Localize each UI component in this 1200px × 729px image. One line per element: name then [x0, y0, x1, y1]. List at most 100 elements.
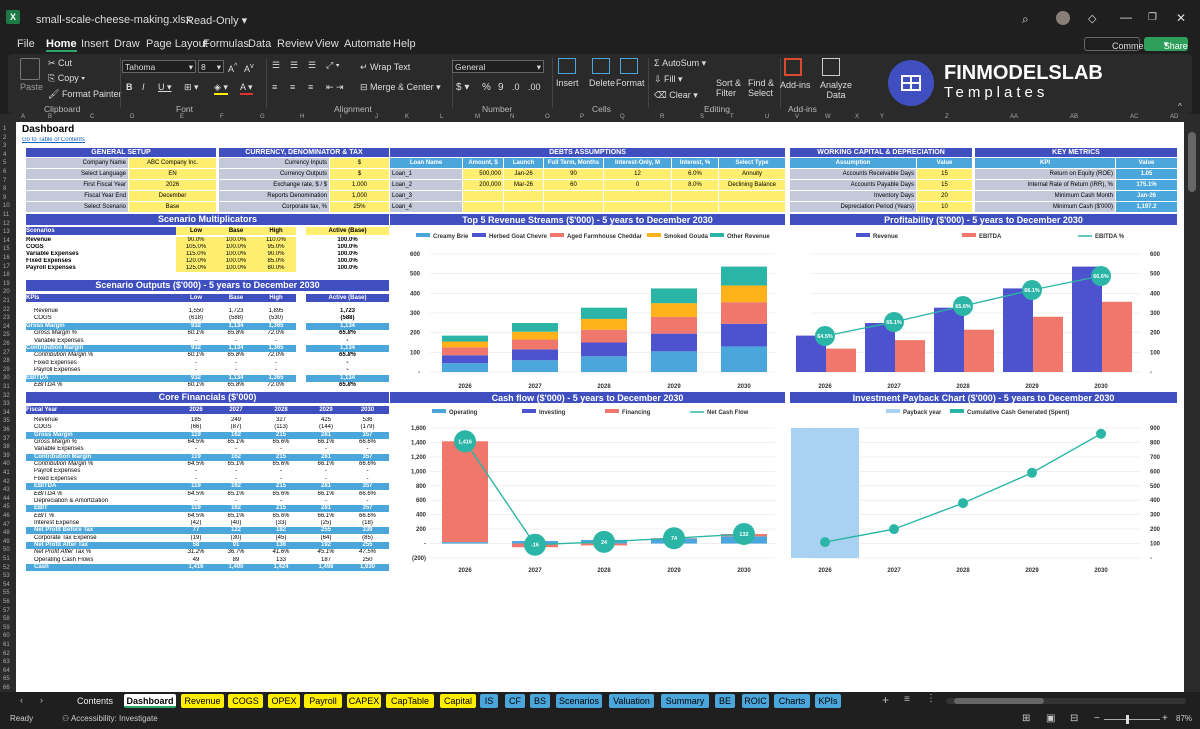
row-header[interactable]: 51 [3, 556, 10, 562]
align-middle-icon[interactable]: ☰ [290, 60, 299, 70]
align-left-icon[interactable]: ≡ [272, 82, 278, 92]
normal-view-icon[interactable]: ⊞ [1022, 713, 1031, 724]
menu-view[interactable]: View [315, 38, 339, 50]
menu-file[interactable]: File [17, 38, 35, 50]
insert-cells-button[interactable]: Insert [556, 78, 579, 88]
row-header[interactable]: 42 [3, 478, 10, 485]
currency-icon[interactable]: $ ▾ [456, 82, 470, 93]
multiplier-cell[interactable]: 125.0% [176, 265, 216, 272]
row-header[interactable]: 50 [3, 547, 10, 554]
sheet-tab-cogs[interactable]: COGS [228, 694, 263, 708]
row-header[interactable]: 3 [3, 143, 7, 150]
row-header[interactable]: 58 [3, 616, 10, 623]
currency-value[interactable]: 25% [330, 202, 389, 212]
multiplier-cell[interactable]: 85.0% [256, 258, 296, 265]
analyze-data-icon[interactable] [822, 58, 840, 76]
wrap-text-button[interactable]: ↵ Wrap Text [360, 62, 411, 72]
share-button[interactable]: Share ▾ [1144, 37, 1188, 51]
fill-color-icon[interactable]: ◈ ▾ [214, 82, 228, 95]
row-header[interactable]: 20 [3, 289, 10, 296]
sheet-tab-contents[interactable]: Contents [70, 694, 120, 708]
accessibility-status[interactable]: ⚇ Accessibility: Investigate [62, 714, 158, 723]
sheet-tab-is[interactable]: IS [480, 694, 498, 708]
merge-center-button[interactable]: ⊟ Merge & Center ▾ [360, 82, 441, 92]
multiplier-cell[interactable]: 100.0% [216, 244, 256, 251]
delete-cells-button[interactable]: Delete [589, 78, 616, 88]
increase-decimal-icon[interactable]: .0 [512, 82, 520, 92]
paste-icon[interactable] [20, 58, 40, 80]
debt-cell[interactable] [604, 191, 671, 201]
find-select-button[interactable]: Find & Select [748, 78, 775, 98]
row-header[interactable]: 2 [3, 134, 7, 141]
sheet-tab-charts[interactable]: Charts [774, 694, 810, 708]
toc-link[interactable]: Go to Table of Contents [22, 137, 85, 143]
zoom-level[interactable]: 87% [1176, 714, 1193, 723]
row-header[interactable]: 18 [3, 272, 10, 279]
zoom-out-icon[interactable]: − [1094, 713, 1100, 724]
scroll-thumb[interactable] [1188, 132, 1196, 192]
row-header[interactable]: 31 [3, 384, 10, 390]
decrease-decimal-icon[interactable]: .00 [528, 82, 541, 92]
sheet-tab-bs[interactable]: BS [530, 694, 550, 708]
sheet-tab-summary[interactable]: Summary [661, 694, 709, 708]
read-only-badge[interactable]: Read-Only ▾ [186, 15, 248, 27]
column-header[interactable]: AD [1170, 114, 1179, 120]
row-header[interactable]: 28 [3, 358, 10, 365]
row-header[interactable]: 44 [3, 495, 10, 502]
column-header[interactable]: U [765, 114, 770, 120]
row-header[interactable]: 22 [3, 306, 10, 313]
row-header[interactable]: 47 [3, 521, 10, 528]
row-header[interactable]: 57 [3, 607, 10, 614]
currency-value[interactable]: 1.000 [330, 180, 389, 190]
debt-cell[interactable] [719, 191, 785, 201]
debt-cell[interactable]: 200,000 [463, 180, 503, 190]
row-header[interactable]: 36 [3, 427, 10, 433]
row-header[interactable]: 21 [3, 298, 10, 304]
multiplier-cell[interactable]: 100.0% [216, 237, 256, 244]
row-header[interactable]: 39 [3, 452, 10, 459]
avatar[interactable] [1056, 11, 1070, 25]
row-header[interactable]: 66 [3, 685, 10, 691]
row-header[interactable]: 19 [3, 280, 10, 287]
sort-filter-button[interactable]: Sort & Filter [716, 78, 742, 98]
debt-cell[interactable]: 12 [604, 169, 671, 179]
row-header[interactable]: 14 [3, 237, 10, 244]
row-header[interactable]: 55 [3, 590, 10, 597]
column-header[interactable]: X [855, 114, 860, 120]
row-header[interactable]: 9 [3, 194, 7, 201]
column-header[interactable]: AC [1130, 114, 1139, 120]
debt-cell[interactable] [544, 191, 603, 201]
row-header[interactable]: 49 [3, 538, 10, 545]
row-header[interactable]: 32 [3, 392, 10, 399]
prev-sheet-icon[interactable]: ‹ [20, 695, 23, 705]
debt-cell[interactable]: Declining Balance [719, 180, 785, 190]
delete-cells-icon[interactable] [592, 58, 610, 74]
multiplier-cell[interactable]: 95.0% [256, 244, 296, 251]
row-header[interactable]: 40 [3, 461, 10, 468]
row-header[interactable]: 29 [3, 366, 10, 373]
wc-value[interactable]: 10 [917, 202, 972, 212]
fill-button[interactable]: ⇩ Fill ▾ [654, 74, 683, 84]
column-header[interactable]: Z [945, 114, 949, 120]
debt-cell[interactable]: 60 [544, 180, 603, 190]
column-header[interactable]: R [660, 114, 665, 120]
options-icon[interactable]: ⋮ [926, 693, 936, 704]
zoom-in-icon[interactable]: + [1162, 713, 1168, 724]
align-right-icon[interactable]: ≡ [308, 82, 314, 92]
row-header[interactable]: 56 [3, 599, 10, 605]
row-header[interactable]: 13 [3, 229, 10, 236]
row-header[interactable]: 27 [3, 349, 10, 356]
italic-icon[interactable]: I [142, 82, 145, 92]
row-header[interactable]: 5 [3, 160, 7, 167]
multiplier-cell[interactable]: 110.0% [256, 237, 296, 244]
search-icon[interactable]: ⌕ [1022, 12, 1029, 26]
column-header[interactable]: B [48, 114, 53, 120]
wc-value[interactable]: 15 [917, 180, 972, 190]
bold-icon[interactable]: B [126, 82, 133, 92]
menu-home[interactable]: Home [46, 38, 77, 52]
multiplier-cell[interactable]: 100.0% [216, 265, 256, 272]
menu-page-layout[interactable]: Page Layout [146, 38, 208, 50]
format-cells-button[interactable]: Format [616, 78, 645, 88]
column-header[interactable]: F [220, 114, 224, 120]
sheet-tab-scenarios[interactable]: Scenarios [556, 694, 602, 708]
